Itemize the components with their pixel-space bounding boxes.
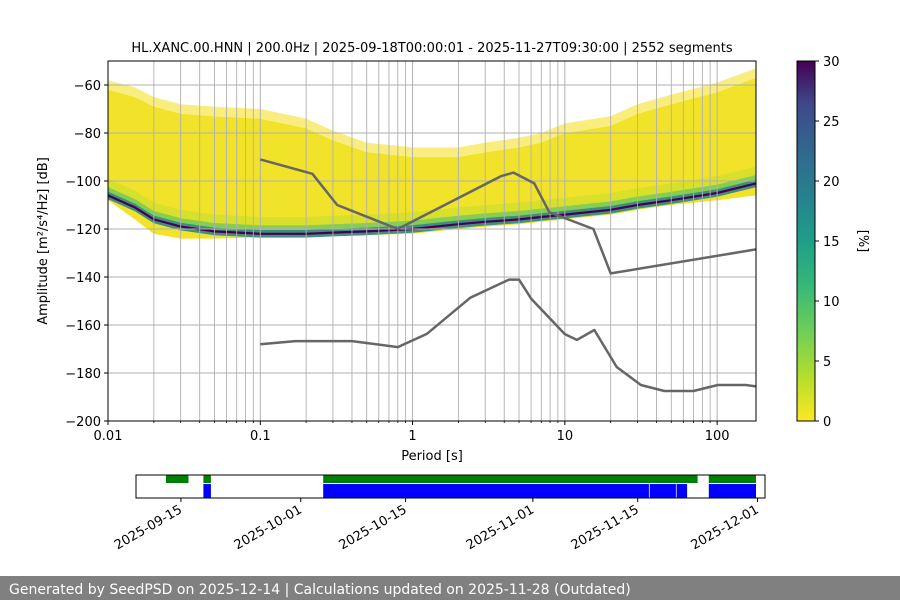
- psd-computed-bar: [649, 484, 676, 498]
- new-low-noise-model-line: [260, 278, 756, 393]
- y-tick-label: −140: [65, 271, 101, 286]
- psd-heatmap: [108, 68, 756, 239]
- x-tick-label: 1: [408, 429, 416, 444]
- plot-frame: [107, 60, 757, 422]
- colorbar-tick-label: 20: [823, 175, 840, 190]
- timeline-date-axis: 2025-09-15 2025-10-01 2025-10-15 2025-11-01…: [112, 498, 762, 553]
- psd-computed-bar: [203, 484, 211, 498]
- data-available-bar: [203, 475, 211, 483]
- colorbar-tick-label: 10: [823, 295, 840, 310]
- psd-band-light-green: [108, 166, 756, 235]
- x-tick-label: 10: [557, 429, 574, 444]
- y-tick-label: −180: [65, 367, 101, 382]
- y-axis: −200 −180 −160 −140 −120 −100 −80 −60: [65, 79, 108, 430]
- date-tick-label: 2025-12-01: [689, 502, 762, 553]
- chart-title: HL.XANC.00.HNN | 200.0Hz | 2025-09-18T00…: [131, 41, 732, 56]
- y-tick-label: −80: [74, 127, 101, 142]
- date-tick-label: 2025-11-01: [464, 502, 537, 553]
- x-tick-label: 100: [705, 429, 730, 444]
- footer-banner: Generated by SeedPSD on 2025-12-14 | Cal…: [0, 576, 900, 600]
- y-tick-label: −160: [65, 319, 101, 334]
- psd-computed-bar: [676, 484, 688, 498]
- colorbar-tick-label: 0: [823, 415, 831, 430]
- y-tick-label: −60: [74, 79, 101, 94]
- timeline-frame: [135, 474, 766, 499]
- colorbar-gradient: [797, 61, 815, 421]
- y-axis-label: Amplitude [m²/s⁴/Hz] [dB]: [36, 157, 51, 325]
- availability-bars: [166, 475, 756, 498]
- y-tick-label: −100: [65, 175, 101, 190]
- psd-band-edge: [108, 68, 756, 157]
- psd-computed-bar: [323, 484, 649, 498]
- y-tick-label: −120: [65, 223, 101, 238]
- plot-grid: [108, 61, 756, 421]
- colorbar-tick-label: 5: [823, 355, 831, 370]
- colorbar-tick-label: 15: [823, 235, 840, 250]
- data-available-bar: [708, 475, 756, 483]
- colorbar-label: [%]: [855, 230, 870, 253]
- x-axis-label: Period [s]: [401, 449, 463, 464]
- x-axis: 0.01 0.1 1 10 100: [94, 421, 730, 444]
- data-available-bar: [166, 475, 189, 483]
- colorbar-tick-label: 25: [823, 115, 840, 130]
- date-tick-label: 2025-09-15: [112, 502, 185, 553]
- date-tick-label: 2025-10-01: [232, 502, 305, 553]
- colorbar-tick-label: 30: [823, 55, 840, 70]
- psd-computed-bar: [708, 484, 756, 498]
- data-available-bar: [323, 475, 698, 483]
- psd-plot: HL.XANC.00.HNN | 200.0Hz | 2025-09-18T00…: [36, 41, 757, 464]
- x-tick-label: 0.1: [250, 429, 271, 444]
- colorbar: 0 5 10 15 20 25 30 [%]: [796, 55, 870, 430]
- date-tick-label: 2025-11-15: [569, 502, 642, 553]
- noise-models: [259, 158, 756, 393]
- x-tick-label: 0.01: [94, 429, 123, 444]
- footer-text: Generated by SeedPSD on 2025-12-14 | Cal…: [9, 582, 631, 598]
- y-tick-label: −200: [65, 415, 101, 430]
- new-high-noise-model-line: [259, 158, 756, 275]
- psd-mode-line: [108, 182, 756, 235]
- availability-timeline: 2025-09-15 2025-10-01 2025-10-15 2025-11-01…: [112, 474, 766, 553]
- date-tick-label: 2025-10-15: [337, 502, 410, 553]
- colorbar-ticks: 0 5 10 15 20 25 30: [815, 55, 840, 430]
